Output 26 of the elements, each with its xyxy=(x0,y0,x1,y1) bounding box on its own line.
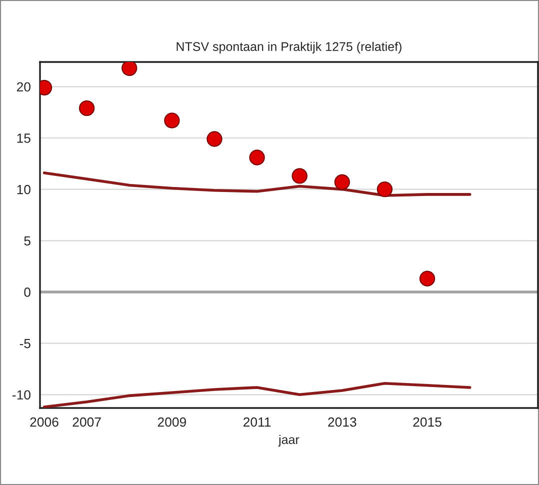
y-tick-label: -10 xyxy=(12,390,30,400)
y-tick-label: 15 xyxy=(17,134,30,143)
x-tick-label: 2006 xyxy=(30,417,58,427)
y-tick-label: 5 xyxy=(24,236,30,246)
point xyxy=(122,62,138,76)
x-tick-label: 2009 xyxy=(158,417,186,427)
point xyxy=(376,181,393,198)
y-tick-label: 10 xyxy=(17,184,30,194)
point xyxy=(164,112,180,128)
y-tick-label: 0 xyxy=(24,288,30,297)
x-tick-label: 2007 xyxy=(72,417,101,427)
line-series xyxy=(42,171,472,197)
point xyxy=(292,168,308,184)
point xyxy=(206,131,222,147)
point xyxy=(334,174,350,190)
y-tick-label: 20 xyxy=(16,82,30,92)
point xyxy=(249,150,265,166)
x-tick-label: 2013 xyxy=(328,417,356,427)
y-tick-label: -5 xyxy=(20,339,30,348)
x-tick-label: 2011 xyxy=(244,417,271,427)
x-tick-label: 2015 xyxy=(413,417,442,427)
x-axis-title: jaar xyxy=(278,434,300,447)
point xyxy=(419,270,436,286)
line-series xyxy=(42,382,472,408)
chart-title: NTSV spontaan in Praktijk 1275 (relatief) xyxy=(176,42,402,54)
point xyxy=(78,100,95,116)
